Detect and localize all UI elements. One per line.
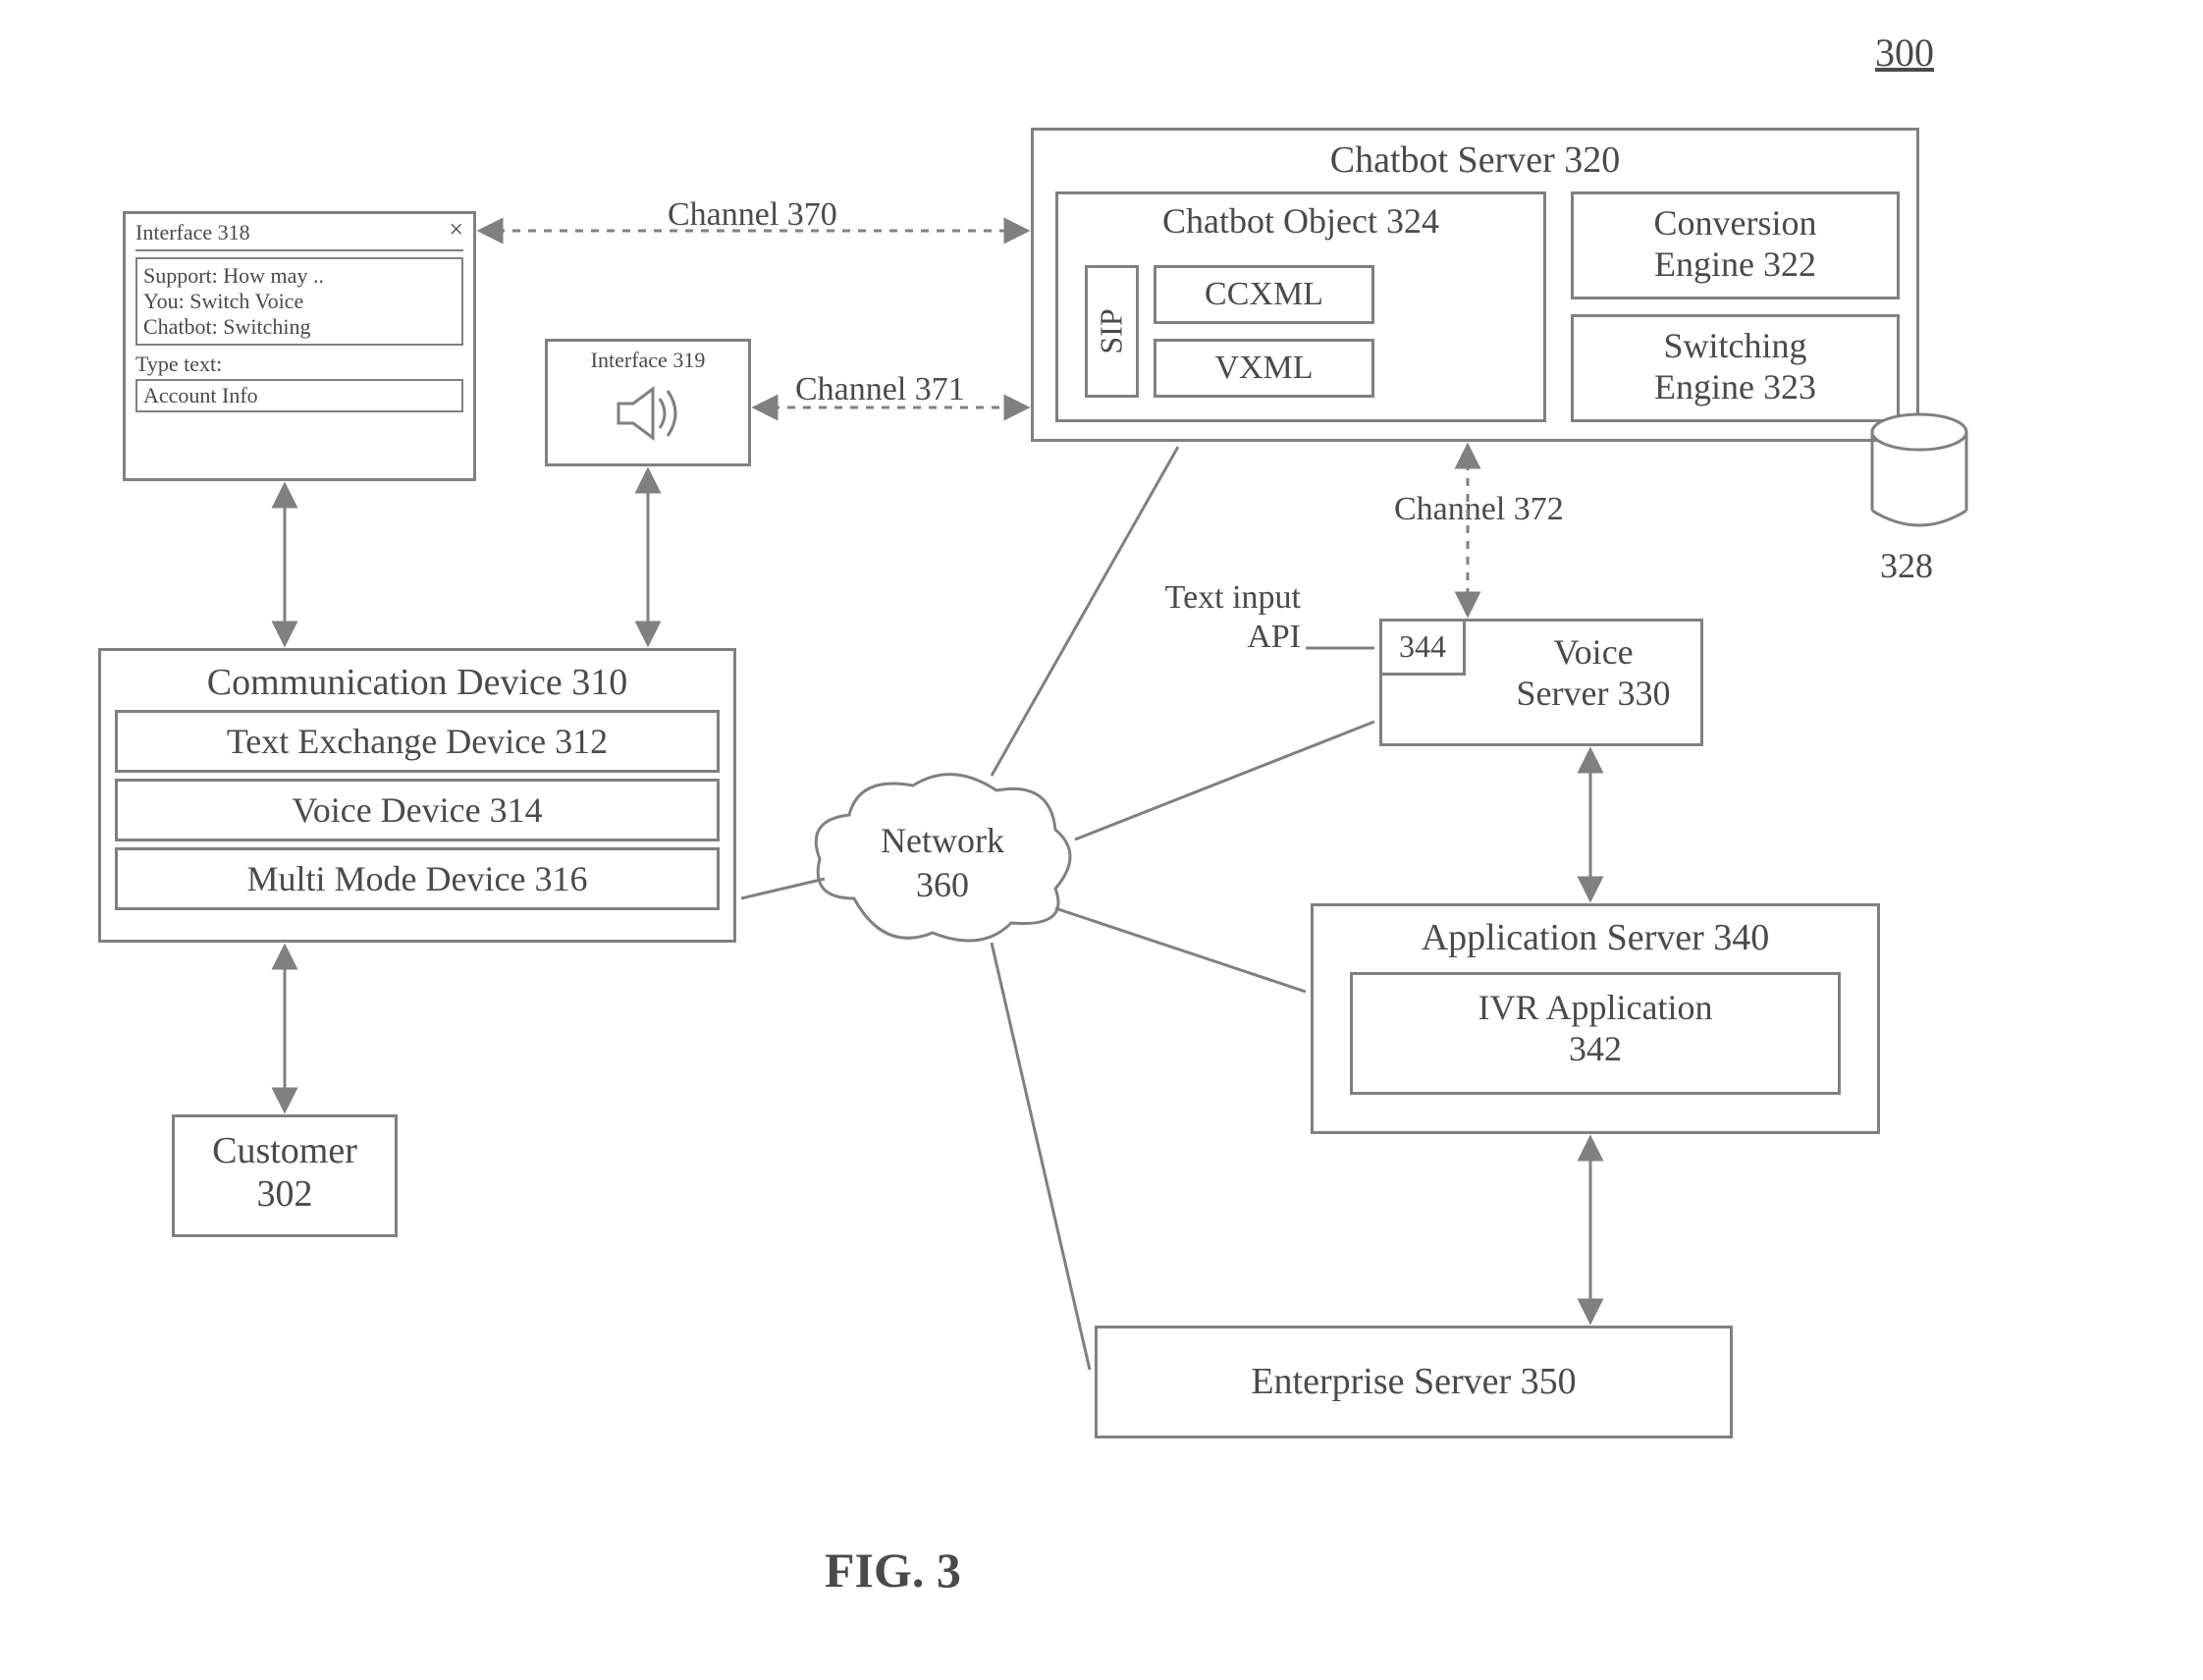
interface-318-title: Interface 318 — [135, 220, 250, 245]
network-l2: 360 — [879, 864, 1006, 905]
customer-l2: 302 — [175, 1172, 395, 1216]
figure-caption: FIG. 3 — [825, 1542, 961, 1599]
database-icon — [1865, 412, 1973, 540]
speaker-icon — [609, 379, 687, 448]
voice-device: Voice Device 314 — [115, 779, 720, 841]
text-input-api-l2: API — [1208, 619, 1301, 656]
comm-device-title: Communication Device 310 — [101, 661, 733, 704]
text-exchange-device: Text Exchange Device 312 — [115, 710, 720, 773]
box-344: 344 — [1382, 622, 1466, 676]
chat-line-3: Chatbot: Switching — [143, 314, 456, 340]
channel-371-label: Channel 371 — [795, 371, 965, 408]
close-icon[interactable]: × — [449, 220, 463, 245]
channel-370-label: Channel 370 — [668, 196, 837, 234]
chatbot-object-title: Chatbot Object 324 — [1058, 200, 1543, 242]
customer-l1: Customer — [175, 1129, 395, 1172]
interface-319-title: Interface 319 — [548, 348, 748, 373]
enterprise-server: Enterprise Server 350 — [1095, 1326, 1733, 1438]
switching-engine: Switching Engine 323 — [1571, 314, 1900, 422]
edge-net-ent — [992, 943, 1090, 1370]
diagram-stage: 300 Interface 318 × Support: How may .. … — [0, 0, 2203, 1680]
type-text-input[interactable]: Account Info — [143, 383, 258, 407]
conversion-engine: Conversion Engine 322 — [1571, 191, 1900, 299]
interface-318: Interface 318 × Support: How may .. You:… — [123, 211, 476, 481]
channel-372-label: Channel 372 — [1394, 491, 1564, 528]
edge-net-app — [1055, 908, 1306, 992]
communication-device: Communication Device 310 Text Exchange D… — [98, 648, 736, 943]
text-input-api-l1: Text input — [1134, 579, 1301, 617]
ivr-application: IVR Application 342 — [1350, 972, 1841, 1095]
db-label: 328 — [1880, 545, 1933, 586]
chatbot-server-title: Chatbot Server 320 — [1034, 138, 1916, 182]
chat-line-1: Support: How may .. — [143, 263, 456, 289]
voice-server: 344 Voice Server 330 — [1379, 619, 1703, 746]
type-text-label: Type text: — [135, 352, 463, 377]
interface-319: Interface 319 — [545, 339, 751, 466]
sip-box: SIP — [1085, 265, 1139, 398]
chat-line-2: You: Switch Voice — [143, 289, 456, 314]
edge-net-voice — [1075, 722, 1374, 840]
ccxml-box: CCXML — [1154, 265, 1374, 324]
network-l1: Network — [879, 820, 1006, 861]
customer-box: Customer 302 — [172, 1114, 398, 1237]
vxml-box: VXML — [1154, 339, 1374, 398]
figure-number: 300 — [1875, 29, 1934, 76]
multi-mode-device: Multi Mode Device 316 — [115, 847, 720, 910]
app-server-title: Application Server 340 — [1314, 916, 1877, 959]
